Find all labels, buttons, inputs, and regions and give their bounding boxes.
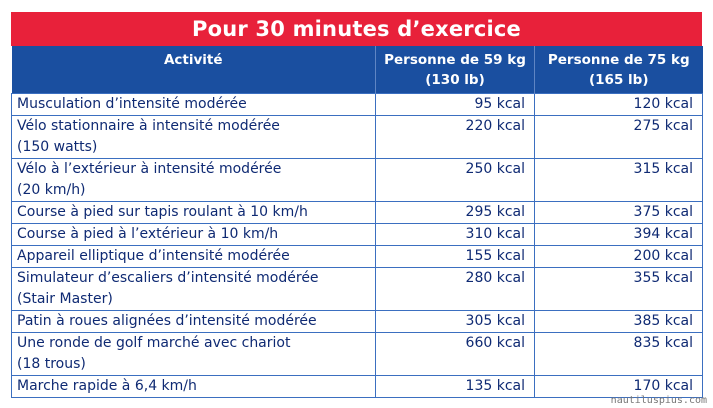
activity-line: Patin à roues alignées d’intensité modér… [17, 313, 317, 329]
kcal-75kg-cell: 120 kcal [534, 93, 703, 116]
kcal-75kg-cell: 355 kcal [534, 267, 703, 311]
kcal-59kg-cell: 250 kcal [375, 158, 535, 202]
kcal-75kg-cell: 385 kcal [534, 310, 703, 333]
activity-cell: Une ronde de golf marché avec chariot (18… [11, 332, 376, 376]
kcal-59kg-cell: 155 kcal [375, 245, 535, 268]
activity-cell: Vélo à l’extérieur à intensité modérée (2… [11, 158, 376, 202]
kcal-75kg-cell: 375 kcal [534, 201, 703, 224]
table-row: Une ronde de golf marché avec chariot (18… [11, 332, 703, 376]
table-row: Course à pied sur tapis roulant à 10 km/… [11, 201, 703, 224]
activity-cell: Vélo stationnaire à intensité modérée (15… [11, 115, 376, 159]
exercise-table-card: Pour 30 minutes d’exercice Activité Pers… [11, 12, 703, 398]
table-row: Marche rapide à 6,4 km/h 135 kcal 170 kcal [11, 375, 703, 398]
kcal-59kg-cell: 280 kcal [375, 267, 535, 311]
kcal-59kg-cell: 95 kcal [375, 93, 535, 116]
activity-line: (20 km/h) [17, 182, 86, 198]
activity-line: Course à pied sur tapis roulant à 10 km/… [17, 204, 308, 220]
activity-line: Marche rapide à 6,4 km/h [17, 378, 197, 394]
kcal-75kg-cell: 835 kcal [534, 332, 703, 376]
activity-line: Course à pied à l’extérieur à 10 km/h [17, 226, 279, 242]
header-75kg: Personne de 75 kg (165 lb) [534, 46, 703, 94]
table-body: Musculation d’intensité modérée 95 kcal 12… [11, 93, 703, 398]
kcal-59kg-cell: 305 kcal [375, 310, 535, 333]
table-row: Simulateur d’escaliers d’intensité modér… [11, 267, 703, 311]
table-row: Vélo stationnaire à intensité modérée (15… [11, 115, 703, 159]
activity-line: Une ronde de golf marché avec chariot [17, 335, 291, 351]
page-title: Pour 30 minutes d’exercice [11, 12, 702, 46]
table-row: Appareil elliptique d’intensité modérée 1… [11, 245, 703, 268]
table-row: Vélo à l’extérieur à intensité modérée (2… [11, 158, 703, 202]
header-59kg-line2: (130 lb) [425, 72, 485, 88]
kcal-59kg-cell: 220 kcal [375, 115, 535, 159]
activity-line: Simulateur d’escaliers d’intensité modér… [17, 270, 319, 286]
activity-cell: Course à pied à l’extérieur à 10 km/h [11, 223, 376, 246]
kcal-59kg-cell: 135 kcal [375, 375, 535, 398]
header-59kg: Personne de 59 kg (130 lb) [375, 46, 535, 94]
activity-cell: Musculation d’intensité modérée [11, 93, 376, 116]
kcal-75kg-cell: 200 kcal [534, 245, 703, 268]
activity-cell: Appareil elliptique d’intensité modérée [11, 245, 376, 268]
activity-line: (18 trous) [17, 356, 86, 372]
kcal-75kg-cell: 394 kcal [534, 223, 703, 246]
kcal-75kg-cell: 315 kcal [534, 158, 703, 202]
header-75kg-line1: Personne de 75 kg [547, 52, 690, 68]
activity-cell: Simulateur d’escaliers d’intensité modér… [11, 267, 376, 311]
activity-line: (Stair Master) [17, 291, 113, 307]
table-row: Course à pied à l’extérieur à 10 km/h 310… [11, 223, 703, 246]
header-75kg-line2: (165 lb) [588, 72, 649, 88]
kcal-75kg-cell: 170 kcal [534, 375, 703, 398]
activity-cell: Course à pied sur tapis roulant à 10 km/… [11, 201, 376, 224]
kcal-59kg-cell: 295 kcal [375, 201, 535, 224]
activity-line: Musculation d’intensité modérée [17, 96, 247, 112]
watermark: nautiluspius.com [610, 395, 707, 406]
kcal-59kg-cell: 310 kcal [375, 223, 535, 246]
activity-line: (150 watts) [17, 139, 98, 155]
activity-cell: Marche rapide à 6,4 km/h [11, 375, 376, 398]
header-59kg-line1: Personne de 59 kg [384, 52, 526, 68]
kcal-59kg-cell: 660 kcal [375, 332, 535, 376]
calorie-table: Activité Personne de 59 kg (130 lb) Pers… [11, 46, 703, 398]
table-header: Activité Personne de 59 kg (130 lb) Pers… [11, 46, 703, 94]
activity-cell: Patin à roues alignées d’intensité modér… [11, 310, 376, 333]
table-row: Patin à roues alignées d’intensité modér… [11, 310, 703, 333]
activity-line: Vélo à l’extérieur à intensité modérée [17, 161, 282, 177]
kcal-75kg-cell: 275 kcal [534, 115, 703, 159]
header-activity-label: Activité [163, 52, 223, 68]
header-activity: Activité [11, 46, 376, 94]
activity-line: Appareil elliptique d’intensité modérée [17, 248, 290, 264]
activity-line: Vélo stationnaire à intensité modérée [17, 118, 280, 134]
table-row: Musculation d’intensité modérée 95 kcal 12… [11, 93, 703, 116]
